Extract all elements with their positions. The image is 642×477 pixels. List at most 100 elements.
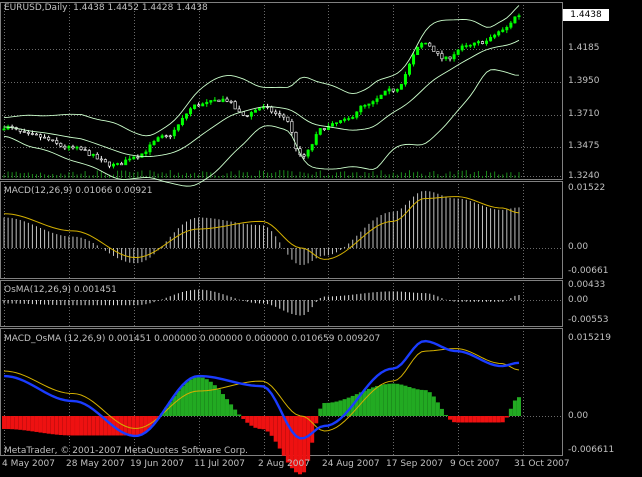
macd-osma-histogram-bar: [87, 416, 92, 436]
macd-osma-histogram-bar: [366, 388, 371, 416]
candle-body: [249, 112, 253, 117]
macd-osma-histogram-bar: [342, 399, 347, 416]
macd-osma-histogram-bar: [26, 416, 31, 431]
symbol-label: EURUSD,Daily 1.4438 1.4452 1.4428 1.4438: [4, 3, 208, 14]
candle-body: [75, 146, 79, 149]
candle-body: [229, 101, 233, 103]
macd-osma-histogram-bar: [54, 416, 59, 435]
x-tick-2: 28 May 2007: [66, 459, 125, 469]
candle-body: [513, 16, 517, 24]
x-tick-8: 9 Oct 2007: [450, 459, 500, 469]
candle-body: [136, 156, 140, 159]
macd-osma-histogram-bar: [427, 392, 432, 416]
macd-osma-histogram-bar: [127, 416, 132, 436]
macd-osma-histogram-bar: [58, 416, 63, 436]
candle-body: [43, 136, 47, 139]
candle-body: [351, 117, 355, 119]
osma-tick-zero: 0.00: [568, 295, 589, 305]
candle-body: [132, 156, 136, 160]
candle-body: [99, 158, 103, 161]
macd-osma-histogram-bar: [115, 416, 120, 436]
candle-body: [193, 104, 197, 109]
candle-body: [245, 115, 249, 117]
x-tick-3: 19 Jun 2007: [130, 459, 185, 469]
macd-osma-histogram-bar: [310, 416, 315, 443]
candle-body: [424, 42, 428, 45]
macd-osma-pane[interactable]: [2, 339, 521, 475]
osma-pane[interactable]: [3, 289, 520, 316]
candle-body: [184, 113, 188, 119]
candle-body: [189, 108, 193, 115]
macd-osma-histogram-bar: [38, 416, 43, 433]
macd-osma-histogram-bar: [504, 416, 509, 418]
macd-osma-histogram-bar: [2, 416, 7, 429]
macd-osma-histogram-bar: [431, 396, 436, 416]
macd-osma-histogram-bar: [95, 416, 100, 436]
candle-body: [59, 143, 63, 147]
candle-body: [290, 121, 294, 133]
macd-osma-tick-top: 0.015219: [568, 333, 611, 343]
macd-osma-histogram-bar: [119, 416, 124, 436]
candle-body: [428, 42, 432, 47]
candle-body: [124, 159, 128, 166]
candle-body: [489, 36, 493, 42]
macd-osma-histogram-bar: [168, 401, 173, 416]
macd-osma-histogram-bar: [212, 385, 217, 416]
macd-osma-histogram-bar: [131, 416, 136, 436]
macd-osma-histogram-bar: [407, 387, 412, 416]
candle-body: [2, 128, 6, 131]
macd-osma-histogram-bar: [371, 387, 376, 416]
macd-osma-histogram-bar: [79, 416, 84, 436]
candle-body: [420, 43, 424, 48]
price-pane[interactable]: [2, 5, 521, 187]
candle-body: [30, 133, 34, 135]
macd-osma-histogram-bar: [237, 414, 242, 416]
price-tick-4: 1.3475: [568, 141, 600, 151]
current-price-tag: 1.4438: [563, 9, 609, 21]
price-tick-5: 1.3240: [568, 171, 600, 181]
macd-osma-histogram-bar: [460, 416, 465, 423]
candle-body: [302, 154, 306, 157]
candle-body: [47, 137, 51, 141]
macd-signal-line: [4, 196, 520, 260]
candle-body: [39, 134, 43, 138]
candle-body: [144, 151, 148, 155]
macd-osma-histogram-bar: [492, 416, 497, 423]
macd-osma-histogram-bar: [99, 416, 104, 436]
candle-body: [120, 163, 124, 166]
macd-osma-histogram-bar: [176, 390, 181, 416]
candle-body: [343, 118, 347, 121]
candle-body: [326, 125, 330, 130]
candle-body: [509, 22, 513, 28]
macd-osma-histogram-bar: [468, 416, 473, 423]
candle-body: [55, 140, 59, 144]
macd-osma-histogram-bar: [516, 397, 521, 416]
candle-body: [359, 105, 363, 113]
macd-osma-histogram-bar: [488, 416, 493, 423]
candle-body: [26, 131, 30, 134]
macd-osma-histogram-bar: [472, 416, 477, 423]
candle-body: [399, 83, 403, 90]
band-lower: [3, 69, 519, 187]
macd-osma-histogram-bar: [322, 403, 327, 416]
candle-body: [221, 98, 225, 102]
macd-osma-histogram-bar: [200, 377, 205, 416]
candle-body: [103, 159, 107, 163]
macd-osma-histogram-bar: [241, 416, 246, 419]
candle-body: [505, 27, 509, 31]
candle-body: [375, 98, 379, 102]
macd-pane[interactable]: [3, 190, 520, 266]
macd-osma-histogram-bar: [314, 416, 319, 424]
macd-osma-histogram-bar: [62, 416, 67, 436]
macd-osma-histogram-bar: [208, 381, 213, 416]
macd-osma-histogram-bar: [22, 416, 27, 431]
candle-body: [335, 122, 339, 124]
pane-frame-price: [0, 2, 563, 180]
macd-osma-histogram-bar: [225, 399, 230, 416]
macd-osma-histogram-bar: [192, 377, 197, 416]
macd-tick-zero: 0.00: [568, 242, 589, 252]
x-tick-1: 4 May 2007: [2, 459, 55, 469]
candle-body: [160, 135, 164, 138]
macd-osma-histogram-bar: [261, 416, 266, 430]
